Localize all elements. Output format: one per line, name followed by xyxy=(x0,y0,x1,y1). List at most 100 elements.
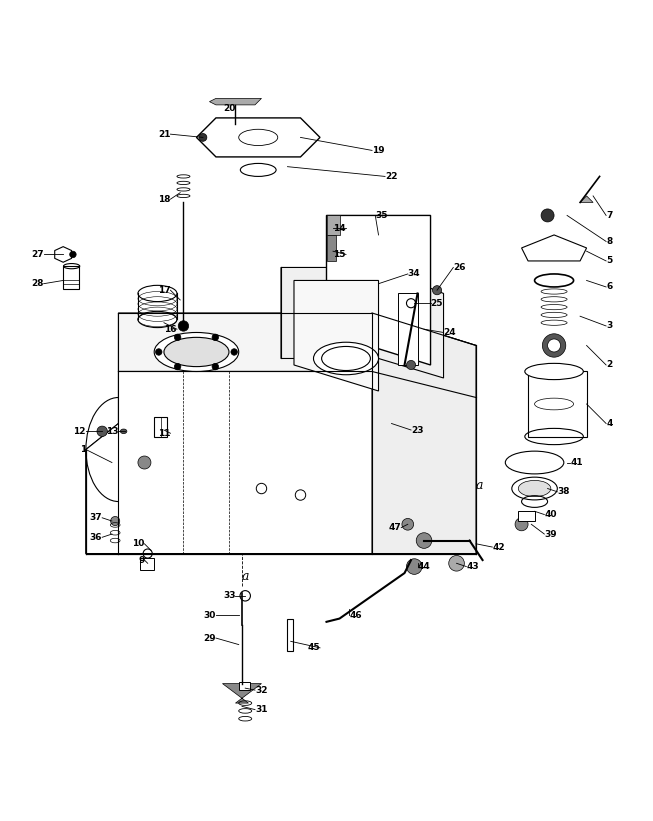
Text: 22: 22 xyxy=(385,172,398,181)
Text: 17: 17 xyxy=(158,286,170,295)
Text: 37: 37 xyxy=(89,513,102,522)
Polygon shape xyxy=(86,371,372,553)
Circle shape xyxy=(174,364,181,370)
Circle shape xyxy=(138,456,151,469)
Circle shape xyxy=(70,251,76,258)
Text: 46: 46 xyxy=(349,611,362,620)
Text: 35: 35 xyxy=(375,211,388,220)
Text: 27: 27 xyxy=(31,250,44,259)
Text: 4: 4 xyxy=(606,419,613,428)
Circle shape xyxy=(548,339,560,352)
Text: 43: 43 xyxy=(466,562,479,571)
Text: 36: 36 xyxy=(89,533,102,542)
Circle shape xyxy=(155,349,162,355)
Text: 7: 7 xyxy=(606,211,613,220)
Bar xyxy=(326,215,340,235)
Circle shape xyxy=(406,559,422,575)
Ellipse shape xyxy=(138,311,177,328)
Text: 2: 2 xyxy=(606,360,613,369)
Polygon shape xyxy=(281,268,443,378)
Text: 34: 34 xyxy=(407,269,421,278)
Text: 45: 45 xyxy=(308,644,320,653)
Circle shape xyxy=(432,286,441,295)
Polygon shape xyxy=(197,118,320,157)
Polygon shape xyxy=(580,196,593,203)
Bar xyxy=(63,266,80,289)
Text: 31: 31 xyxy=(255,705,268,714)
Text: 32: 32 xyxy=(255,686,268,695)
Text: 42: 42 xyxy=(492,543,505,552)
Text: a: a xyxy=(475,479,483,492)
Text: 8: 8 xyxy=(606,237,613,246)
Ellipse shape xyxy=(525,364,583,379)
Text: 11: 11 xyxy=(158,429,170,438)
Circle shape xyxy=(97,426,107,437)
Circle shape xyxy=(212,364,219,370)
Text: 20: 20 xyxy=(223,103,236,112)
Polygon shape xyxy=(118,313,476,397)
Text: 38: 38 xyxy=(557,488,570,496)
Ellipse shape xyxy=(505,451,564,474)
Text: 19: 19 xyxy=(372,146,385,155)
Text: 6: 6 xyxy=(606,282,613,291)
Text: 3: 3 xyxy=(606,322,613,331)
Ellipse shape xyxy=(402,518,413,530)
Polygon shape xyxy=(210,99,261,105)
Polygon shape xyxy=(294,281,379,391)
Circle shape xyxy=(449,556,464,571)
Bar xyxy=(398,293,417,365)
Circle shape xyxy=(174,334,181,341)
Text: 16: 16 xyxy=(165,325,177,333)
Text: 12: 12 xyxy=(73,427,86,436)
Ellipse shape xyxy=(138,286,177,301)
Ellipse shape xyxy=(120,429,127,433)
Circle shape xyxy=(541,209,554,222)
Text: 39: 39 xyxy=(545,530,557,539)
Text: 26: 26 xyxy=(453,263,466,272)
Circle shape xyxy=(212,334,219,341)
Circle shape xyxy=(515,518,528,531)
Text: 24: 24 xyxy=(443,328,456,337)
Bar xyxy=(528,371,586,437)
Text: 10: 10 xyxy=(132,539,144,548)
Text: 5: 5 xyxy=(606,256,613,265)
Text: 25: 25 xyxy=(430,299,443,308)
Polygon shape xyxy=(55,246,72,262)
Ellipse shape xyxy=(154,333,239,371)
Ellipse shape xyxy=(164,337,229,367)
Ellipse shape xyxy=(313,342,379,374)
Text: 33: 33 xyxy=(223,591,236,600)
Polygon shape xyxy=(372,313,476,553)
Polygon shape xyxy=(326,215,430,365)
Polygon shape xyxy=(223,684,261,703)
Text: 47: 47 xyxy=(389,523,402,532)
Bar xyxy=(326,235,336,261)
Ellipse shape xyxy=(518,480,551,497)
Circle shape xyxy=(543,334,565,357)
Text: 14: 14 xyxy=(334,224,346,233)
Text: 15: 15 xyxy=(334,250,346,259)
Polygon shape xyxy=(86,371,372,553)
Bar xyxy=(518,511,535,521)
Bar xyxy=(239,682,250,690)
Text: 30: 30 xyxy=(204,611,216,620)
Circle shape xyxy=(416,533,432,548)
Text: 41: 41 xyxy=(570,458,583,467)
Bar xyxy=(140,558,154,570)
Text: 21: 21 xyxy=(158,130,170,139)
Text: 40: 40 xyxy=(545,510,557,519)
Text: 28: 28 xyxy=(31,279,44,288)
Text: 18: 18 xyxy=(158,195,170,204)
Text: 29: 29 xyxy=(203,634,216,643)
Circle shape xyxy=(110,516,119,525)
Circle shape xyxy=(178,321,189,331)
Ellipse shape xyxy=(199,134,207,141)
Bar xyxy=(287,618,293,651)
Circle shape xyxy=(231,349,238,355)
Text: a: a xyxy=(242,570,249,583)
Circle shape xyxy=(406,360,415,369)
Text: 44: 44 xyxy=(417,562,430,571)
Text: 9: 9 xyxy=(138,556,144,565)
Ellipse shape xyxy=(512,477,557,500)
Text: 13: 13 xyxy=(106,427,118,436)
